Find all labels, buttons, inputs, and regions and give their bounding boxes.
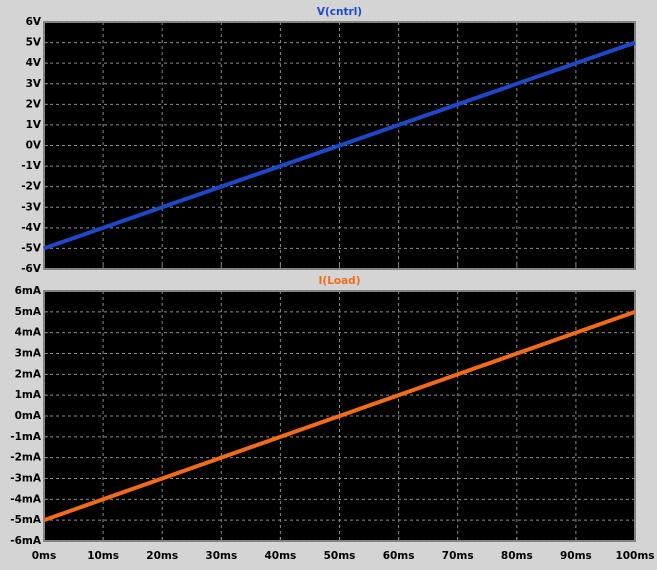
y-tick-label: -6V [21,263,42,275]
y-tick-label: -3mA [10,473,42,485]
trace [43,40,636,251]
x-tick-label: 0ms [32,550,57,562]
x-tick-label: 60ms [383,550,415,562]
x-tick-label: 100ms [615,550,654,562]
y-tick-label: 0mA [15,410,42,422]
y-tick-label: -5V [21,242,42,254]
y-tick-label: 2V [26,98,42,110]
y-tick-label: 1mA [15,389,42,401]
trace-title: I(Load) [318,275,360,287]
y-tick-label: 6mA [15,285,42,297]
y-tick-label: -3V [21,201,42,213]
y-tick-label: -5mA [10,514,42,526]
y-tick-label: 4mA [15,327,42,339]
x-tick-label: 30ms [205,550,237,562]
y-tick-label: 5mA [15,306,42,318]
y-tick-label: -4V [21,222,42,234]
y-tick-label: 1V [26,119,42,131]
x-tick-label: 90ms [560,550,592,562]
trace-title: V(cntrl) [317,6,362,18]
y-tick-label: -2V [21,181,42,193]
x-tick-label: 70ms [442,550,474,562]
x-tick-label: 20ms [146,550,178,562]
y-tick-label: 4V [26,57,42,69]
x-tick-label: 10ms [87,550,119,562]
x-tick-label: 50ms [324,550,356,562]
y-tick-label: 3mA [15,348,42,360]
y-tick-label: -2mA [10,452,42,464]
y-tick-label: 3V [26,78,42,90]
x-tick-label: 40ms [264,550,296,562]
y-tick-label: 0V [26,140,42,152]
trace [43,309,636,523]
y-tick-label: -4mA [10,493,42,505]
y-tick-label: 2mA [15,368,42,380]
y-tick-label: -6mA [10,535,42,547]
y-tick-label: -1V [21,160,42,172]
y-tick-label: 6V [26,16,42,28]
y-tick-label: 5V [26,37,42,49]
x-tick-label: 80ms [501,550,533,562]
y-tick-label: -1mA [10,431,42,443]
